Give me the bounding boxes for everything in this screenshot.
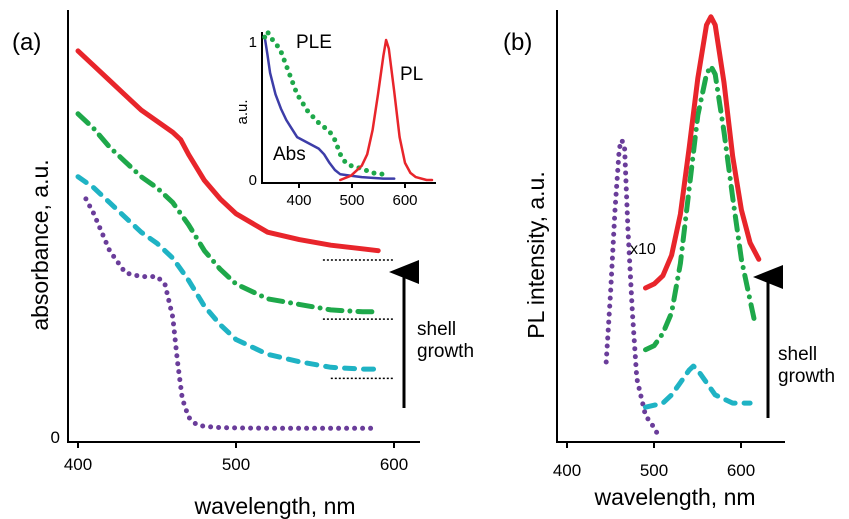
panel-b-series-green-dashdot — [643, 63, 757, 353]
panel-b-y-axis-title: PL intensity, a.u. — [523, 171, 549, 338]
inset-x-tick-label-600: 600 — [392, 192, 417, 209]
inset-label-ple: PLE — [296, 32, 332, 53]
inset-label-abs: Abs — [273, 144, 306, 165]
panel-b-x-tick-label-600: 600 — [727, 461, 755, 480]
panel-a-label: (a) — [12, 29, 41, 56]
panel-b-series-group — [603, 14, 762, 439]
panel-b-x-axis-title: wavelength, nm — [593, 484, 755, 510]
inset-series-pl — [339, 38, 434, 182]
panel-b-x-tick-label-500: 500 — [640, 461, 668, 480]
panel-a-series-red-solid — [75, 48, 381, 254]
inset-y-tick-label-1: 1 — [249, 34, 257, 51]
panel-a-x-axis-title: wavelength, nm — [193, 493, 355, 519]
inset-axes — [261, 32, 436, 184]
inset-series-group — [262, 28, 434, 182]
panel-a-y-axis-title: absorbance, a.u. — [27, 159, 53, 330]
inset-series-abs — [263, 35, 396, 180]
panel-a-series-cyan-dashed — [75, 174, 381, 372]
panel-b-label: (b) — [503, 29, 532, 56]
inset-label-pl: PL — [400, 64, 423, 85]
panel-a-series-purple-dotted — [83, 196, 381, 431]
panel-a-baselines-group — [322, 259, 394, 380]
panel-a-x-tick-label-600: 600 — [380, 455, 408, 474]
panel-b-series-red-solid — [643, 14, 762, 291]
panel-a-series-green-dashdot — [75, 111, 381, 315]
panel-a-x-tick-label-500: 500 — [222, 455, 250, 474]
inset-x-tick-label-400: 400 — [286, 192, 311, 209]
inset-y-axis-title: a.u. — [234, 99, 251, 124]
panel-b-x-tick-label-400: 400 — [553, 461, 581, 480]
panel-a-y-tick-label-0: 0 — [51, 428, 60, 447]
panel-b: (b) 400 500 600 wavelength, nm PL intens… — [503, 10, 835, 510]
panel-b-shell-growth-label: shell growth — [778, 344, 835, 387]
panel-a-shell-growth-label: shell growth — [417, 319, 474, 362]
panel-a-x-tick-label-400: 400 — [64, 455, 92, 474]
panel-b-axes — [556, 10, 785, 443]
inset-y-tick-label-0: 0 — [249, 172, 257, 189]
panel-a-series-group — [75, 48, 381, 431]
inset-chart: 400 500 600 0 1 a.u. PLE Abs PL — [234, 28, 436, 209]
panel-b-scale-label: x10 — [630, 241, 656, 258]
inset-x-tick-label-500: 500 — [339, 192, 364, 209]
inset-series-ple — [262, 28, 386, 177]
panel-a-axes — [67, 10, 420, 443]
panel-a: (a) 400 500 600 0 wavelength, nm absorba… — [12, 10, 474, 519]
panel-b-series-cyan-dashed — [643, 363, 753, 410]
panel-b-series-purple-dotted — [603, 137, 662, 439]
